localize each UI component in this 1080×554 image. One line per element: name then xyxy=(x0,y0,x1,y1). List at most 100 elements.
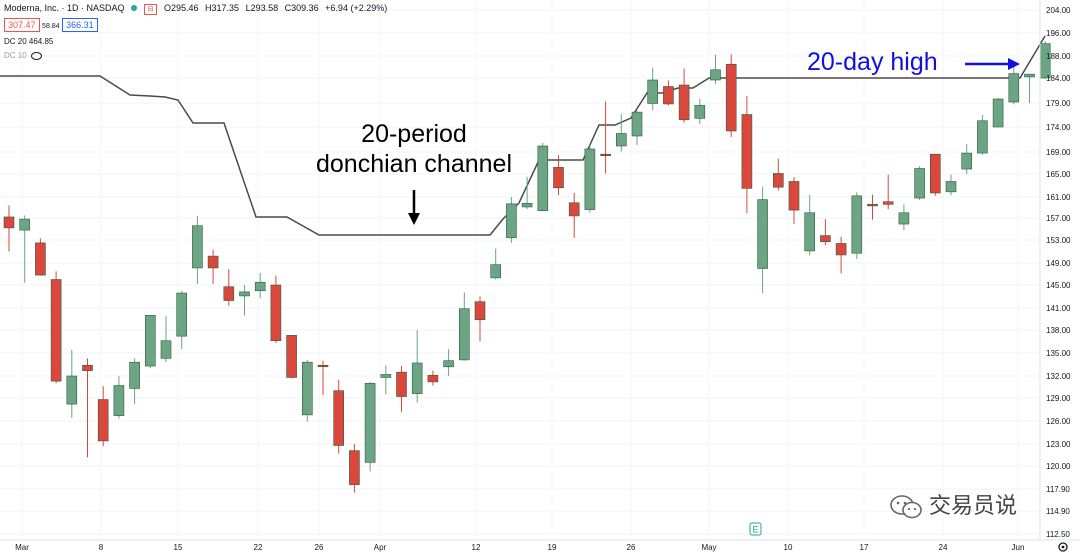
candle[interactable] xyxy=(945,174,957,196)
candle[interactable] xyxy=(19,215,31,283)
candle[interactable] xyxy=(977,115,988,155)
candle[interactable] xyxy=(741,96,753,214)
earnings-e-icon[interactable]: E xyxy=(749,522,762,536)
candle-body xyxy=(97,399,109,442)
candle[interactable] xyxy=(3,205,15,252)
candle[interactable] xyxy=(176,290,187,350)
buy-button[interactable]: 366.31 xyxy=(62,18,98,32)
candle[interactable] xyxy=(333,379,345,454)
candle[interactable] xyxy=(286,335,297,379)
x-tick-label: Apr xyxy=(374,543,387,552)
candle[interactable] xyxy=(1008,64,1020,105)
candle[interactable] xyxy=(820,219,831,246)
candle[interactable] xyxy=(317,360,329,396)
candle[interactable] xyxy=(35,238,46,276)
candle-body xyxy=(631,111,643,137)
y-tick-label: 112.50 xyxy=(1046,530,1070,539)
candle[interactable] xyxy=(835,236,847,274)
market-status-icon[interactable]: ⊟ xyxy=(143,4,158,15)
candle[interactable] xyxy=(898,204,910,231)
candle[interactable] xyxy=(1024,73,1035,103)
candle[interactable] xyxy=(207,249,219,284)
y-tick-label: 204.00 xyxy=(1046,6,1071,15)
candle[interactable] xyxy=(647,67,659,111)
candle-body xyxy=(835,243,847,256)
candle-body xyxy=(176,292,187,337)
indicator-dc20[interactable]: DC 20 464.85 xyxy=(4,37,54,46)
candle[interactable] xyxy=(239,285,250,316)
candle[interactable] xyxy=(396,366,407,412)
candle[interactable] xyxy=(772,158,784,191)
candle[interactable] xyxy=(553,155,564,196)
candle[interactable] xyxy=(914,166,925,201)
candle-body xyxy=(364,383,376,463)
eye-hidden-icon[interactable] xyxy=(30,51,42,60)
candle[interactable] xyxy=(145,315,156,369)
settings-gear-icon[interactable] xyxy=(1058,542,1068,552)
candle[interactable] xyxy=(725,54,737,137)
y-tick-label: 174.00 xyxy=(1046,123,1071,132)
candle[interactable] xyxy=(568,192,580,238)
candle[interactable] xyxy=(521,176,533,210)
candle[interactable] xyxy=(66,349,78,418)
candle[interactable] xyxy=(788,176,800,225)
candle[interactable] xyxy=(364,381,376,472)
candle[interactable] xyxy=(82,358,93,458)
candle-body xyxy=(1008,73,1020,103)
candle[interactable] xyxy=(427,370,439,386)
candle[interactable] xyxy=(882,174,894,210)
candle-body xyxy=(270,284,282,342)
candle[interactable] xyxy=(97,386,109,447)
candle-body xyxy=(35,242,46,276)
x-tick-label: 17 xyxy=(860,543,869,552)
candle[interactable] xyxy=(757,186,768,294)
candle-body xyxy=(977,120,988,154)
candle[interactable] xyxy=(380,365,392,395)
candle[interactable] xyxy=(584,145,596,213)
candle[interactable] xyxy=(270,275,282,344)
candle[interactable] xyxy=(50,271,62,384)
candle[interactable] xyxy=(301,359,313,422)
wechat-logo-icon xyxy=(890,495,922,519)
candle-body xyxy=(584,148,596,210)
candle[interactable] xyxy=(663,80,674,106)
y-tick-label: 165.00 xyxy=(1046,170,1071,179)
candle[interactable] xyxy=(474,296,486,342)
candle[interactable] xyxy=(851,192,863,259)
candle[interactable] xyxy=(254,272,266,299)
candle[interactable] xyxy=(192,215,203,284)
candle[interactable] xyxy=(506,197,517,243)
candle[interactable] xyxy=(458,292,470,361)
candle[interactable] xyxy=(678,68,690,123)
sell-button[interactable]: 307.47 xyxy=(4,18,40,32)
candle[interactable] xyxy=(804,194,816,256)
candle[interactable] xyxy=(600,101,611,174)
candle[interactable] xyxy=(411,330,423,403)
candle[interactable] xyxy=(710,54,721,84)
candle[interactable] xyxy=(223,269,235,306)
candle-body xyxy=(254,281,266,292)
candle[interactable] xyxy=(490,248,502,280)
y-tick-label: 135.00 xyxy=(1046,349,1071,358)
candle[interactable] xyxy=(694,99,706,125)
y-tick-label: 161.00 xyxy=(1046,193,1071,202)
candle-body xyxy=(506,203,517,239)
indicator-dc10[interactable]: DC 10 xyxy=(4,51,42,60)
candle[interactable] xyxy=(537,143,549,212)
x-tick-label: Mar xyxy=(15,543,29,552)
candle[interactable] xyxy=(992,98,1004,128)
y-tick-label: 114.90 xyxy=(1046,507,1070,516)
candle[interactable] xyxy=(443,349,454,376)
candle[interactable] xyxy=(113,376,125,419)
candle[interactable] xyxy=(129,358,140,405)
candle[interactable] xyxy=(631,110,643,145)
candle[interactable] xyxy=(929,153,941,196)
time-axis: Mar 8 15 22 26 Apr 12 19 26 May 10 17 24 Jun xyxy=(15,543,1024,552)
candle[interactable] xyxy=(349,444,360,493)
candle[interactable] xyxy=(961,144,973,174)
symbol-title[interactable]: Moderna, Inc. · 1D · NASDAQ xyxy=(4,3,125,13)
candle[interactable] xyxy=(160,316,172,363)
candle[interactable] xyxy=(867,194,878,220)
candle[interactable] xyxy=(615,114,627,152)
